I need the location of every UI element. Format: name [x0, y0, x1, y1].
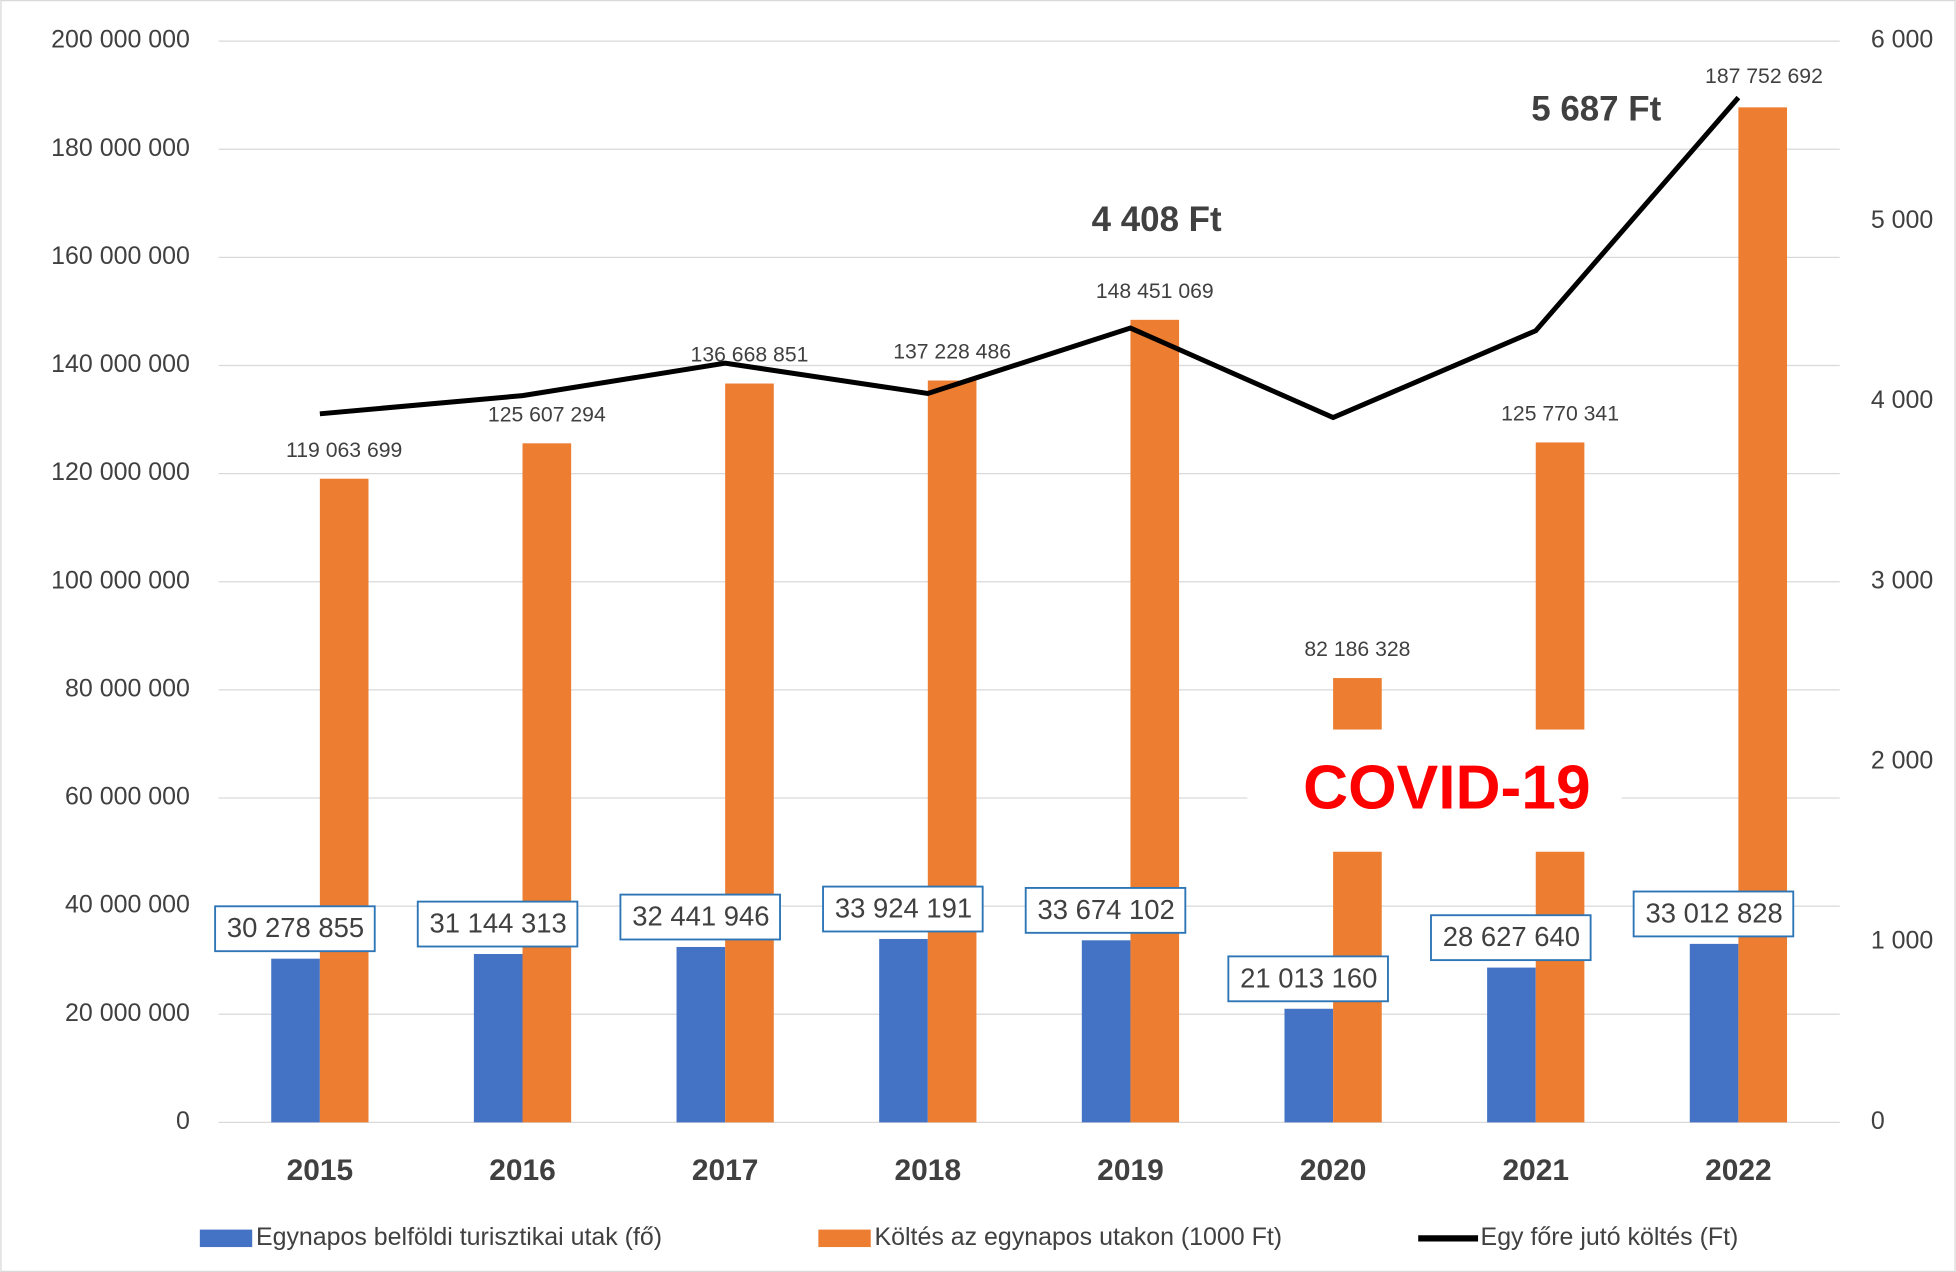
data-label: 33 674 102: [1038, 894, 1175, 925]
bar: [271, 958, 320, 1123]
x-tick-label: 2018: [895, 1154, 962, 1187]
data-label-box: [1024, 886, 1187, 934]
y-tick-label: 180 000 000: [51, 134, 190, 162]
line-label: 4 408 Ft: [1092, 200, 1222, 239]
data-label: 32 441 946: [632, 901, 769, 932]
data-label: 31 144 313: [430, 908, 567, 939]
x-tick-label: 2016: [489, 1154, 556, 1187]
annotation: COVID-19: [1303, 753, 1591, 822]
data-label: 82 186 328: [1304, 638, 1410, 661]
y-tick-label: 140 000 000: [51, 350, 190, 378]
bar: [927, 380, 977, 1123]
bar: [1130, 319, 1180, 1123]
bar: [1284, 1008, 1334, 1123]
y-tick-label: 20 000 000: [65, 999, 190, 1027]
bar: [473, 953, 523, 1123]
x-tick-label: 2022: [1705, 1154, 1772, 1187]
y-tick-label: 100 000 000: [51, 566, 190, 594]
data-label-box: [619, 893, 781, 941]
data-label-box: [1632, 890, 1795, 938]
legend-label: Költés az egynapos utakon (1000 Ft): [874, 1223, 1282, 1251]
data-label: 28 627 640: [1443, 921, 1580, 952]
x-tick-label: 2017: [692, 1154, 759, 1187]
data-label: 119 063 699: [286, 439, 402, 462]
y-tick-label: 120 000 000: [51, 458, 190, 486]
data-label: 148 451 069: [1096, 280, 1214, 303]
y2-tick-label: 3 000: [1871, 566, 1933, 594]
data-label-box: [1430, 914, 1592, 962]
bar: [1738, 107, 1788, 1123]
y2-tick-label: 5 000: [1871, 206, 1933, 234]
data-label: 137 228 486: [893, 341, 1011, 364]
x-tick-label: 2015: [287, 1154, 354, 1187]
line: [319, 95, 1741, 421]
annotation-mask: [1247, 729, 1622, 852]
line-label: 5 687 Ft: [1531, 89, 1661, 128]
y2-tick-label: 1 000: [1871, 927, 1933, 955]
bar: [725, 383, 774, 1123]
bar: [522, 443, 572, 1123]
data-label: 125 607 294: [488, 403, 606, 426]
y-tick-label: 200 000 000: [51, 26, 190, 54]
y-tick-label: 0: [176, 1107, 190, 1135]
data-label-box: [1227, 955, 1389, 1003]
bar: [319, 478, 369, 1123]
x-tick-label: 2019: [1097, 1154, 1164, 1187]
bar: [676, 946, 726, 1123]
x-tick-label: 2021: [1502, 1154, 1569, 1187]
bar: [879, 938, 928, 1123]
y2-tick-label: 6 000: [1871, 26, 1933, 54]
legend-label: Egynapos belföldi turisztikai utak (fő): [256, 1223, 662, 1251]
data-label-box: [214, 905, 376, 953]
data-label: 30 278 855: [227, 912, 364, 943]
y-tick-label: 160 000 000: [51, 242, 190, 270]
y2-tick-label: 2 000: [1871, 747, 1933, 775]
bar: [1081, 940, 1131, 1123]
data-label: 187 752 692: [1705, 65, 1823, 88]
bar: [1487, 967, 1536, 1123]
bar: [1689, 943, 1739, 1123]
data-label: 125 770 341: [1501, 403, 1619, 426]
y-tick-label: 80 000 000: [65, 674, 190, 702]
legend-swatch: [199, 1229, 253, 1248]
data-label: 136 668 851: [691, 344, 809, 367]
data-label: 33 012 828: [1645, 897, 1782, 928]
data-label: 33 924 191: [835, 893, 972, 924]
data-label: 21 013 160: [1240, 962, 1377, 993]
x-tick-label: 2020: [1300, 1154, 1367, 1187]
y2-tick-label: 0: [1871, 1107, 1885, 1135]
y2-tick-label: 4 000: [1871, 386, 1933, 414]
y-tick-label: 40 000 000: [65, 891, 190, 919]
legend-label: Egy főre jutó költés (Ft): [1481, 1223, 1739, 1251]
data-label-box: [822, 885, 984, 933]
y-tick-label: 60 000 000: [65, 783, 190, 811]
data-label-box: [416, 900, 579, 948]
legend-swatch: [818, 1229, 871, 1248]
